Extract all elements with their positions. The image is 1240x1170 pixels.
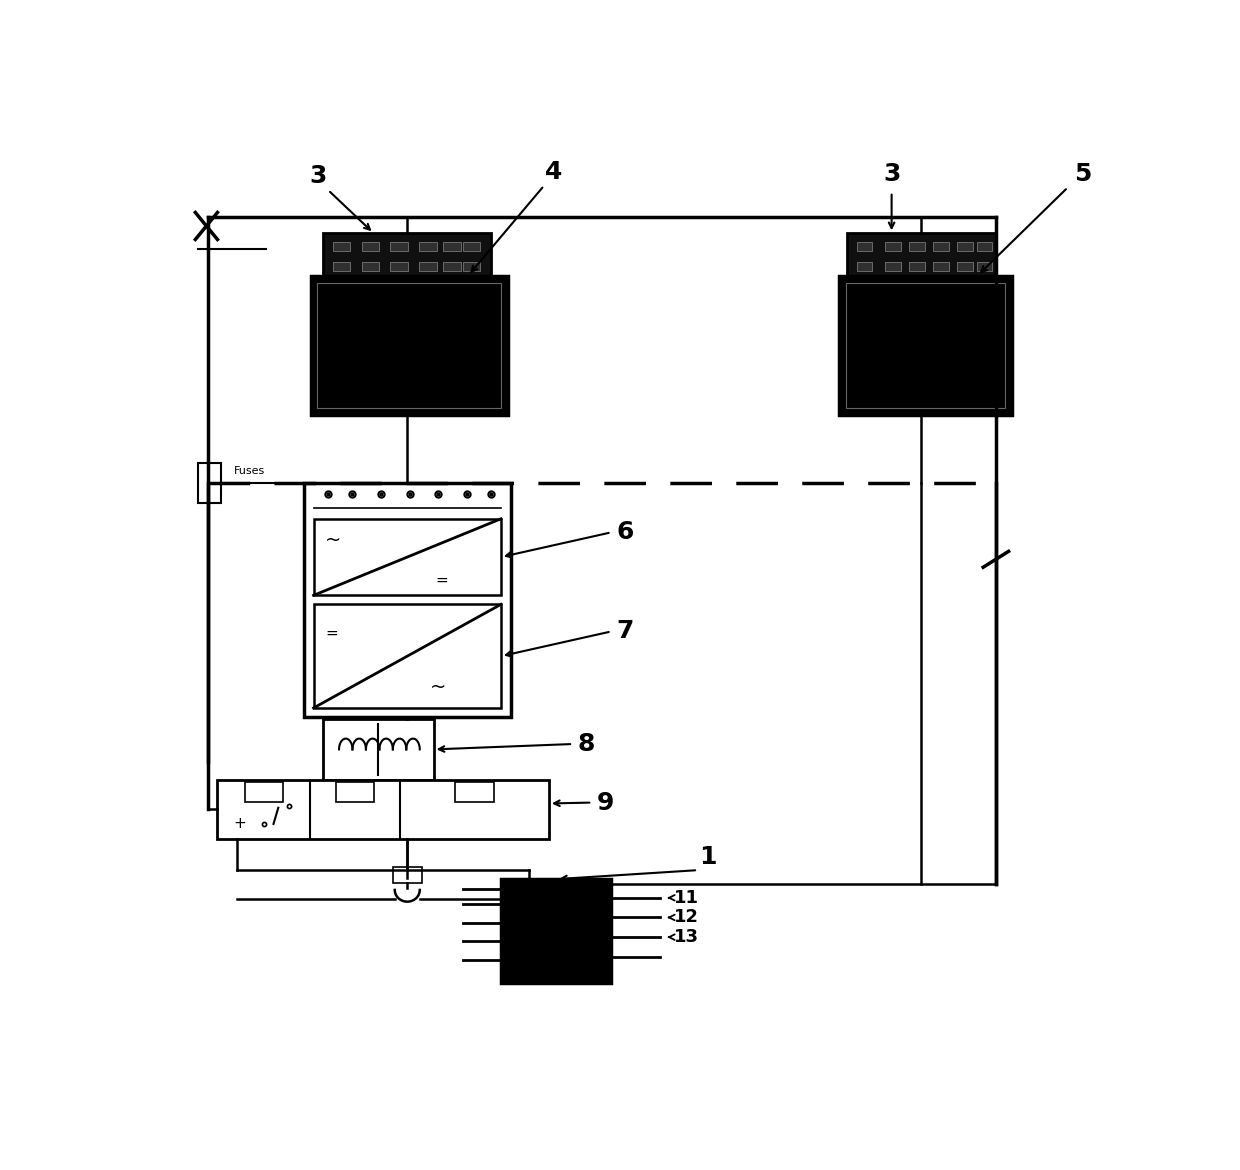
Text: 11: 11 [675, 889, 699, 907]
Bar [324, 718, 434, 780]
Bar [391, 262, 408, 271]
Bar [314, 605, 501, 708]
Bar [336, 782, 374, 801]
Bar [332, 242, 350, 250]
Bar [934, 242, 949, 250]
Bar [846, 283, 1006, 408]
Bar [324, 233, 491, 280]
Text: 3: 3 [883, 161, 900, 186]
Bar [957, 242, 973, 250]
Bar [909, 262, 925, 271]
Bar [314, 518, 501, 596]
Text: ~: ~ [430, 677, 446, 697]
Text: 12: 12 [675, 908, 699, 927]
Bar [419, 242, 436, 250]
Text: =: = [325, 626, 337, 641]
Bar [332, 262, 350, 271]
Bar [463, 262, 480, 271]
Bar [393, 867, 422, 882]
Text: Fuses: Fuses [234, 467, 265, 476]
Bar [244, 782, 283, 801]
Bar [857, 242, 872, 250]
Text: 4: 4 [546, 160, 563, 184]
Bar [957, 262, 973, 271]
Bar [419, 262, 436, 271]
Bar [362, 262, 379, 271]
Bar [847, 233, 996, 280]
Bar [391, 242, 408, 250]
Text: 5: 5 [1074, 161, 1091, 186]
Bar [839, 276, 1012, 415]
Text: 9: 9 [596, 791, 615, 814]
Bar [311, 276, 507, 415]
Text: 7: 7 [616, 619, 634, 644]
Text: 13: 13 [675, 928, 699, 947]
Bar [198, 463, 221, 503]
Bar [977, 262, 992, 271]
Text: 6: 6 [616, 521, 634, 544]
Bar [317, 283, 501, 408]
Bar [885, 262, 900, 271]
Bar [304, 483, 511, 717]
Bar [463, 242, 480, 250]
Bar [857, 262, 872, 271]
Text: ~: ~ [325, 531, 341, 550]
Text: =: = [435, 572, 448, 587]
Bar [934, 262, 949, 271]
Bar [885, 242, 900, 250]
Bar [444, 262, 460, 271]
Text: 3: 3 [310, 165, 327, 188]
Text: +: + [233, 817, 247, 832]
Text: 8: 8 [578, 732, 595, 756]
Bar [217, 780, 549, 839]
Bar [444, 242, 460, 250]
Bar [909, 242, 925, 250]
Bar [977, 242, 992, 250]
Text: 1: 1 [699, 845, 717, 868]
Bar [455, 782, 494, 801]
Bar [501, 879, 611, 983]
Bar [362, 242, 379, 250]
